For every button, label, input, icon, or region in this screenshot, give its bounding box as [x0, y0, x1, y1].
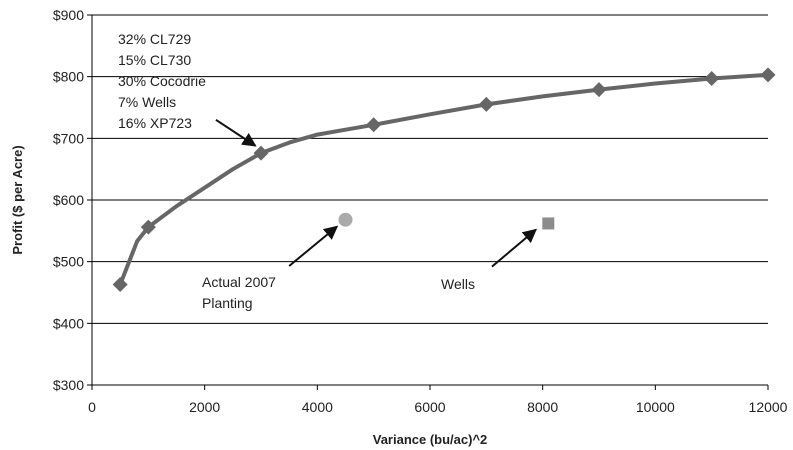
series-2 [338, 212, 353, 227]
annotations: 32% CL729 15% CL730 30% Cocodrie 7% Wells 16… [118, 31, 537, 311]
annotation-arrow [288, 225, 339, 267]
diamond-marker [704, 71, 720, 87]
series-1 [112, 67, 776, 292]
annotation-text: Planting [202, 295, 253, 311]
gridlines [92, 14, 768, 324]
y-tick-label: $300 [53, 377, 84, 393]
annotation-text: 7% Wells [118, 94, 176, 110]
x-tick-label: 8000 [527, 399, 558, 415]
series-3 [542, 217, 555, 230]
x-tick-label: 10000 [636, 399, 675, 415]
y-axis-title: Profit ($ per Acre) [10, 145, 25, 254]
y-tick-label: $600 [53, 192, 84, 208]
annotation-text: 16% XP723 [118, 115, 192, 131]
annotation-arrow [215, 118, 257, 147]
diamond-marker [366, 117, 382, 133]
annotation-text: Wells [441, 276, 475, 292]
y-tick-label: $500 [53, 254, 84, 270]
square-marker [542, 217, 555, 230]
annotation-text: 15% CL730 [118, 52, 191, 68]
x-tick-label: 0 [88, 399, 96, 415]
y-tick-label: $800 [53, 69, 84, 85]
tick-labels: $300 $400 $500 $600 $700 $800 $900 0 2000 4000 600… [53, 7, 788, 415]
annotation-2: Actual 2007 Planting [202, 225, 339, 311]
diamond-marker [253, 145, 269, 161]
x-axis-title: Variance (bu/ac)^2 [373, 432, 488, 447]
x-tick-label: 2000 [189, 399, 220, 415]
axes [87, 14, 769, 390]
y-tick-label: $400 [53, 315, 84, 331]
diamond-marker [140, 219, 156, 235]
diamond-marker [478, 96, 494, 112]
annotation-text: Actual 2007 [202, 274, 276, 290]
series [112, 67, 776, 292]
annotation-arrow [491, 228, 537, 268]
x-tick-label: 6000 [414, 399, 445, 415]
x-tick-label: 12000 [749, 399, 788, 415]
annotation-text: 30% Cocodrie [118, 73, 206, 89]
diamond-marker [112, 276, 128, 292]
annotation-1: 32% CL729 15% CL730 30% Cocodrie 7% Wells 16… [118, 31, 257, 147]
annotation-3: Wells [441, 228, 537, 292]
diamond-marker [591, 82, 607, 98]
x-tick-label: 4000 [302, 399, 333, 415]
y-tick-label: $700 [53, 130, 84, 146]
diamond-marker [760, 67, 776, 83]
y-tick-label: $900 [53, 7, 84, 23]
circle-marker [338, 212, 353, 227]
annotation-text: 32% CL729 [118, 31, 191, 47]
series-line [118, 72, 770, 287]
